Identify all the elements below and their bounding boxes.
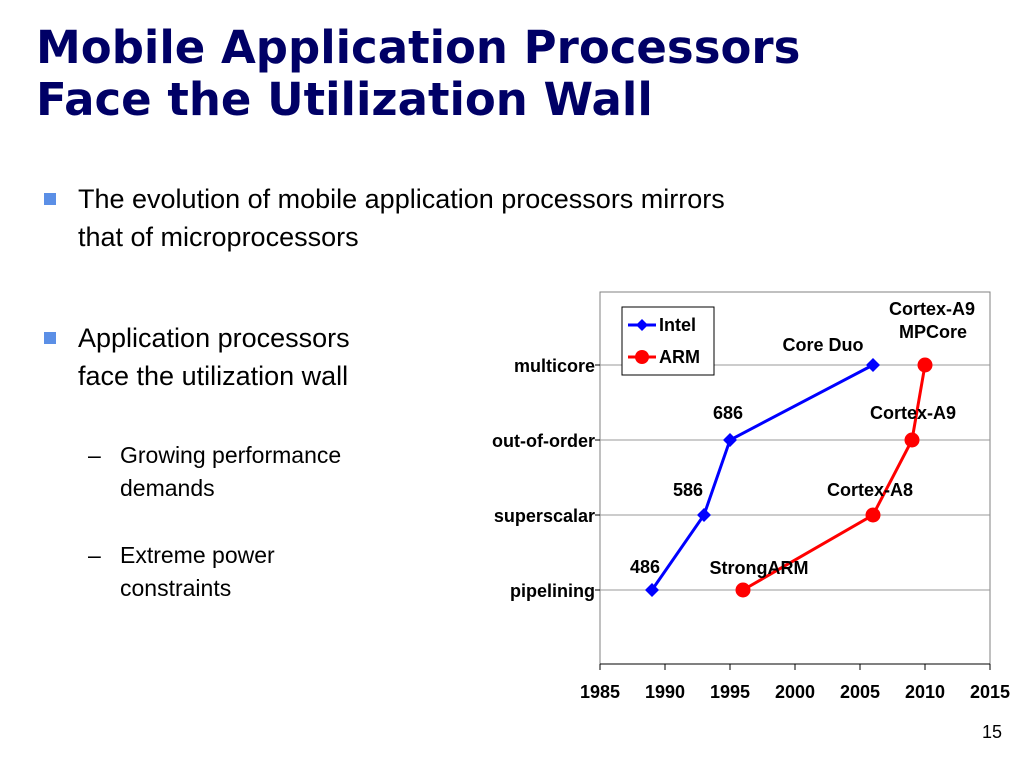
x-tick-label-2005: 2005	[840, 682, 880, 702]
legend-marker-arm	[635, 350, 649, 364]
sub-bullet-power: – Extreme power constraints	[88, 539, 275, 605]
data-label-cortex-a9: Cortex-A9	[870, 403, 956, 423]
data-label-586: 586	[673, 480, 703, 500]
y-tick-label-out-of-order: out-of-order	[492, 431, 595, 451]
bullet-utilization-wall-line-1: Application processors	[78, 323, 350, 353]
bullet-evolution-line-1: The evolution of mobile application proc…	[78, 184, 725, 214]
bullet-utilization-wall-line-2: face the utilization wall	[78, 361, 349, 391]
slide-title-line-1: Mobile Application Processors	[36, 21, 801, 74]
x-tick-label-2015: 2015	[970, 682, 1010, 702]
data-point-arm-cortex-a8	[865, 507, 881, 523]
data-label-strongarm: StrongARM	[710, 558, 809, 578]
x-tick-label-1985: 1985	[580, 682, 620, 702]
slide-title-line-2: Face the Utilization Wall	[36, 73, 653, 126]
bullet-evolution: The evolution of mobile application proc…	[44, 180, 725, 256]
data-point-arm-cortex-a9-mpcore	[917, 357, 933, 373]
data-point-intel-core-duo	[866, 358, 880, 372]
slide-title: Mobile Application Processors Face the U…	[36, 22, 1006, 126]
slide-number: 15	[981, 722, 1002, 742]
dash-icon: –	[88, 542, 101, 568]
sub-bullet-power-line-1: Extreme power	[120, 542, 275, 568]
legend-marker-intel	[636, 319, 648, 331]
y-tick-label-multicore: multicore	[514, 356, 595, 376]
data-label-686: 686	[713, 403, 743, 423]
legend-label-intel: Intel	[659, 315, 696, 335]
legend-box	[621, 306, 715, 376]
data-point-intel-586	[697, 508, 711, 522]
bullet-evolution-line-2: that of microprocessors	[78, 222, 359, 252]
sub-bullet-performance: – Growing performance demands	[88, 439, 342, 505]
data-label-cortex-a9-mpcore: Cortex-A9 MPCore	[889, 299, 975, 342]
data-point-intel-486	[645, 583, 659, 597]
sub-bullet-performance-line-1: Growing performance	[120, 442, 342, 468]
bullet-utilization-wall: Application processors face the utilizat…	[44, 319, 350, 395]
x-tick-label-2000: 2000	[775, 682, 815, 702]
data-label-486: 486	[630, 557, 660, 577]
data-point-arm-cortex-a9	[904, 432, 920, 448]
y-tick-label-superscalar: superscalar	[494, 506, 595, 526]
data-label-core-duo: Core Duo	[783, 335, 864, 355]
sub-bullet-performance-line-2: demands	[120, 475, 215, 501]
data-point-arm-strongarm	[735, 582, 751, 598]
x-tick-label-1990: 1990	[645, 682, 685, 702]
y-tick-label-pipelining: pipelining	[510, 581, 595, 601]
series-line-intel	[650, 363, 874, 591]
legend-label-arm: ARM	[659, 347, 700, 367]
sub-bullet-power-line-2: constraints	[120, 575, 232, 601]
data-label-cortex-a8: Cortex-A8	[827, 480, 913, 500]
x-tick-label-1995: 1995	[710, 682, 750, 702]
x-tick-label-2010: 2010	[905, 682, 945, 702]
square-bullet-icon	[44, 332, 56, 344]
dash-icon: –	[88, 442, 101, 468]
square-bullet-icon	[44, 193, 56, 205]
series-line-arm	[742, 364, 927, 592]
data-point-intel-686	[723, 433, 737, 447]
